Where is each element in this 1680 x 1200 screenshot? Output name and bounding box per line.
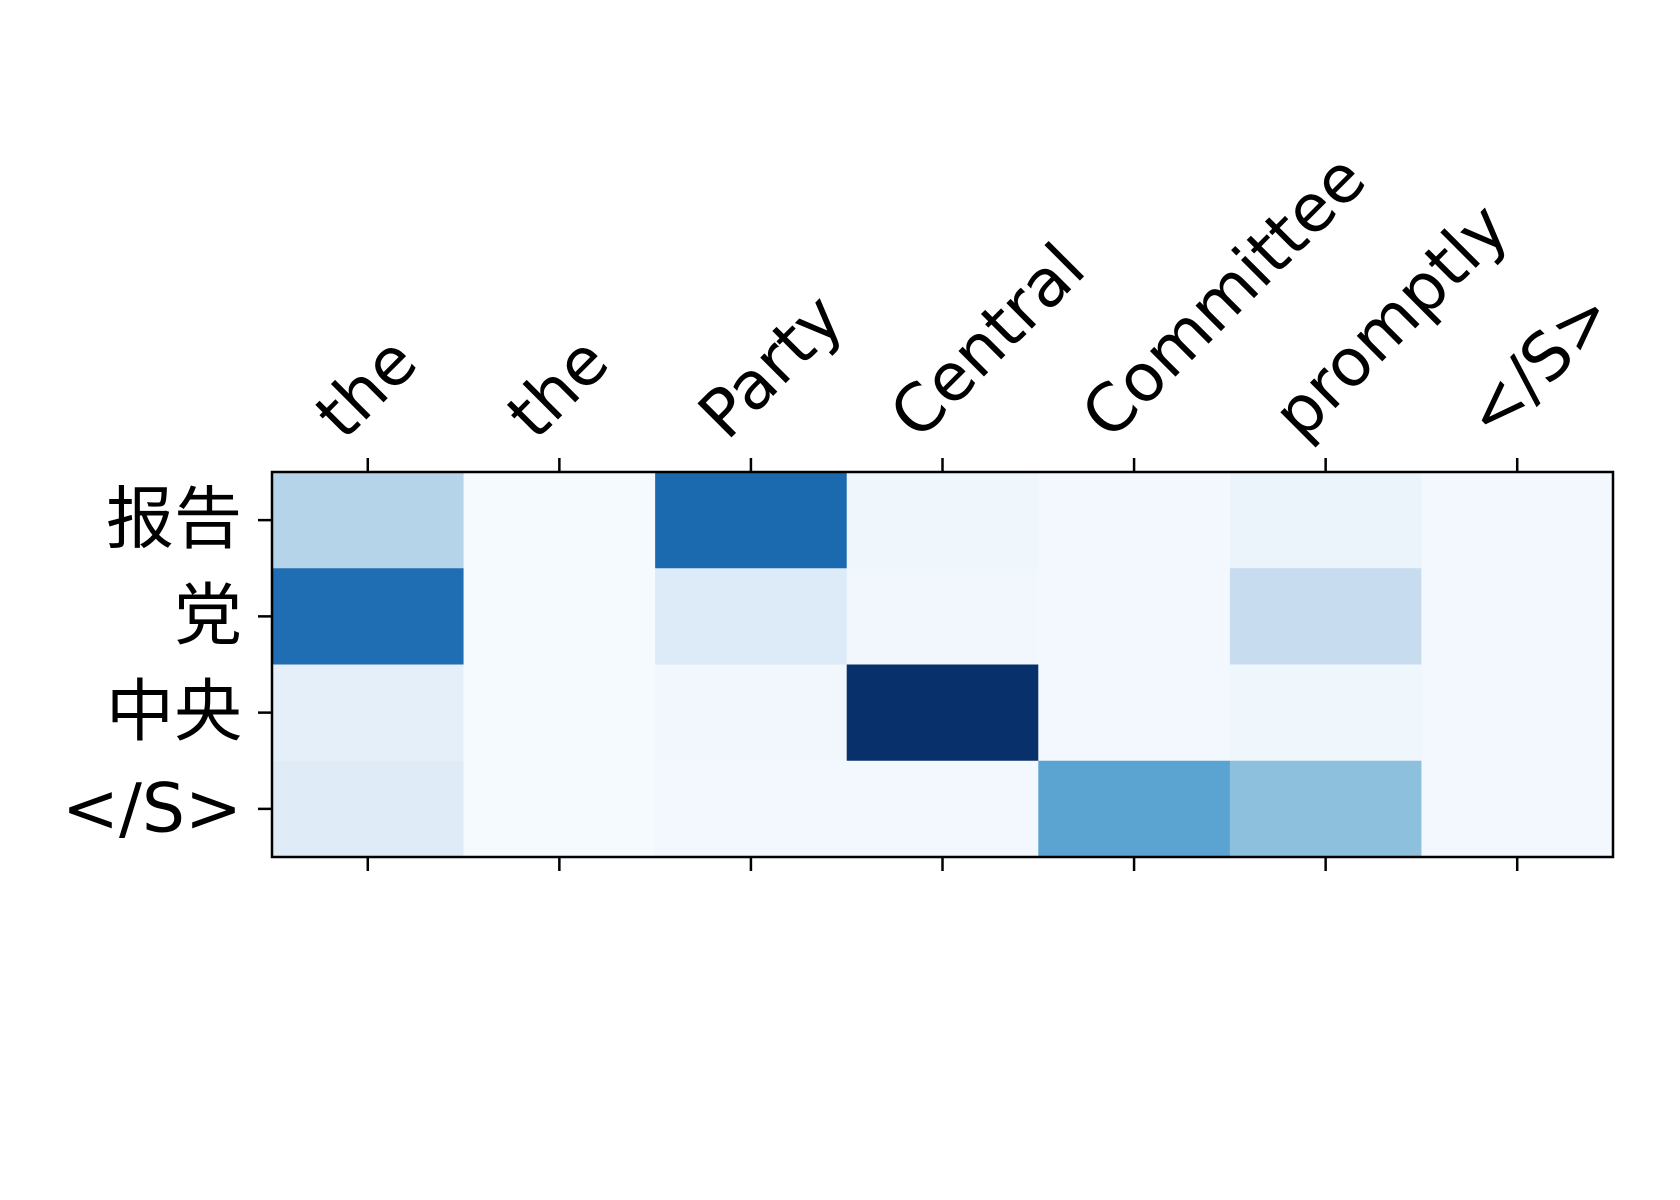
heatmap-cell-r0-c0: [272, 472, 465, 569]
heatmap-cell-r1-c3: [846, 568, 1039, 666]
y-tick-label-0: 报告: [106, 481, 242, 560]
heatmap-cell-r0-c2: [655, 472, 848, 569]
heatmap-cell-r1-c2: [655, 568, 848, 666]
heatmap-cell-r1-c5: [1229, 568, 1423, 666]
heatmap-cell-r3-c4: [1038, 760, 1231, 858]
heatmap-cell-r2-c6: [1421, 664, 1614, 762]
heatmap-cell-r1-c6: [1421, 568, 1614, 666]
heatmap-cell-r2-c0: [272, 664, 465, 762]
heatmap-cell-r3-c3: [846, 760, 1039, 858]
heatmap-cell-r1-c1: [463, 568, 656, 666]
heatmap-cell-r3-c5: [1229, 760, 1423, 858]
heatmap-cell-r2-c1: [463, 664, 656, 762]
heatmap-cell-r0-c6: [1421, 472, 1614, 569]
heatmap-cell-r0-c3: [846, 472, 1039, 569]
heatmap-cell-r0-c4: [1038, 472, 1231, 569]
heatmap-cell-r1-c4: [1038, 568, 1231, 666]
heatmap-cell-r3-c2: [655, 760, 848, 858]
heatmap-cell-r3-c6: [1421, 760, 1614, 858]
y-tick-label-3: </S>: [62, 769, 242, 848]
y-tick-label-1: 党: [174, 577, 242, 656]
heatmap-cell-r2-c5: [1229, 664, 1423, 762]
heatmap-cell-r1-c0: [272, 568, 465, 666]
heatmap-cell-r0-c5: [1229, 472, 1423, 569]
heatmap-cell-r2-c4: [1038, 664, 1231, 762]
x-tick-label-2-party: Party: [684, 279, 858, 453]
heatmap-cell-r2-c2: [655, 664, 848, 762]
heatmap-cell-r0-c1: [463, 472, 656, 569]
heatmap-cell-r3-c1: [463, 760, 656, 858]
y-tick-label-2: 中央: [106, 673, 242, 752]
x-tick-label-1-the: the: [492, 322, 623, 453]
x-tick-label-3-central: Central: [875, 229, 1099, 453]
plot-frame: [270, 470, 1615, 859]
x-axis-ticks: [366, 458, 1519, 871]
y-axis-ticks: [258, 518, 272, 811]
heatmap-cell-r2-c3: [846, 664, 1039, 762]
x-tick-label-0-the: the: [301, 322, 432, 453]
x-tick-label-6-s: </S>: [1450, 275, 1628, 453]
heatmap-cell-r3-c0: [272, 760, 465, 858]
heatmap-cells: [272, 472, 1614, 858]
